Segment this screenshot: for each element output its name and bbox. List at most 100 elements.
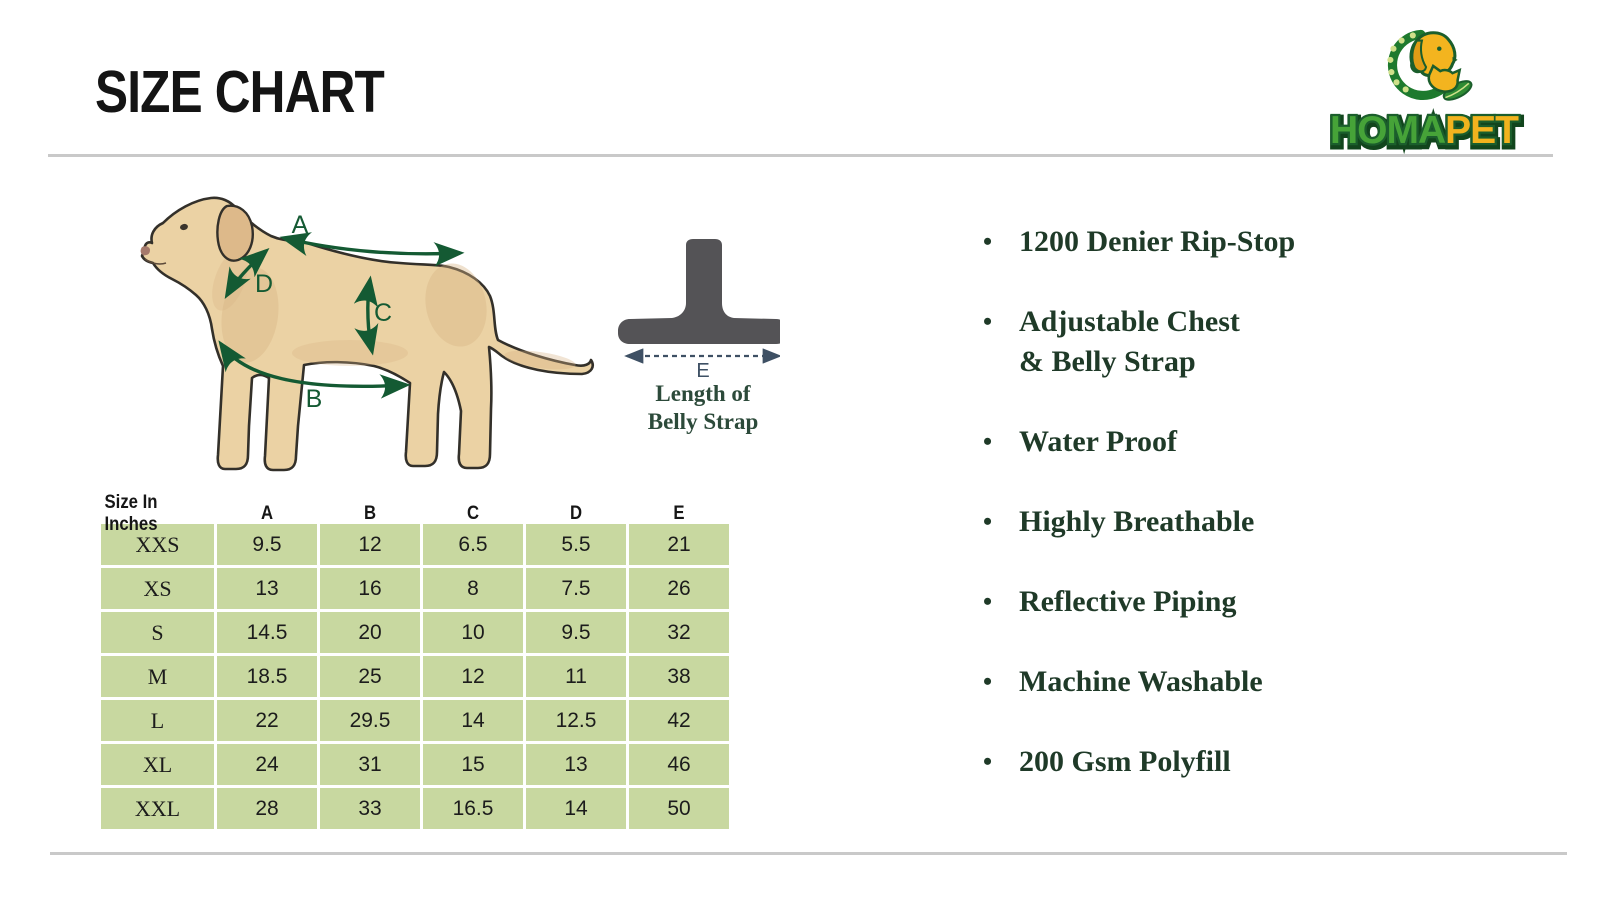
column-header-c: C (466, 503, 480, 524)
size-cell: XXS (101, 524, 214, 565)
strap-caption-line2: Belly Strap (648, 409, 759, 434)
page-title: SIZE CHART (95, 59, 385, 125)
value-cell: 9.5 (526, 612, 626, 653)
column-header-size: Size In Inches (104, 492, 158, 535)
size-cell: XS (101, 568, 214, 609)
feature-text: Water Proof (1019, 425, 1178, 458)
measure-label-c: C (374, 299, 392, 327)
value-cell: 15 (423, 744, 523, 785)
column-header-a: A (260, 503, 274, 524)
value-cell: 26 (629, 568, 729, 609)
value-cell: 14 (423, 700, 523, 741)
value-cell: 12 (423, 656, 523, 697)
value-cell: 5.5 (526, 524, 626, 565)
measure-label-d: D (255, 270, 273, 298)
value-cell: 25 (320, 656, 420, 697)
feature-item: • Machine Washable (983, 662, 1295, 702)
strap-caption-line1: Length of (655, 381, 751, 406)
measure-label-b: B (306, 385, 323, 413)
homapet-logo: HOMAPET HOMAPET (1318, 26, 1530, 154)
bullet-icon: • (983, 507, 993, 536)
value-cell: 8 (423, 568, 523, 609)
cat-head-shape (1427, 64, 1462, 93)
table-row: M 18.5 25 12 11 38 (101, 656, 742, 697)
wordmark-homa: HOMA (1330, 109, 1446, 152)
belly-strap-icon (618, 239, 780, 344)
feature-text: Machine Washable (1019, 665, 1263, 698)
bullet-icon: • (983, 667, 993, 696)
feature-item: • Highly Breathable (983, 502, 1295, 542)
value-cell: 9.5 (217, 524, 317, 565)
column-header-d: D (569, 503, 583, 524)
value-cell: 42 (629, 700, 729, 741)
value-cell: 46 (629, 744, 729, 785)
measure-label-a: A (292, 211, 309, 239)
size-cell: L (101, 700, 214, 741)
dog-nose (140, 246, 150, 256)
value-cell: 22 (217, 700, 317, 741)
bullet-icon: • (983, 587, 993, 616)
feature-text: Adjustable Chest (1019, 305, 1240, 338)
feature-text: & Belly Strap (1019, 345, 1196, 378)
bullet-icon: • (983, 747, 993, 776)
feature-text: 200 Gsm Polyfill (1019, 745, 1231, 778)
wordmark-pet: PET (1445, 109, 1519, 152)
value-cell: 11 (526, 656, 626, 697)
value-cell: 12 (320, 524, 420, 565)
feature-text: 1200 Denier Rip-Stop (1019, 225, 1296, 258)
value-cell: 13 (526, 744, 626, 785)
top-divider (48, 154, 1553, 157)
size-table-header: Size In Inches A B C D E (101, 492, 742, 535)
size-table: Size In Inches A B C D E XXS 9.5 12 6.5 … (101, 492, 742, 829)
table-row: XXL 28 33 16.5 14 50 (101, 788, 742, 829)
feature-item: • 1200 Denier Rip-Stop (983, 222, 1295, 262)
value-cell: 16.5 (423, 788, 523, 829)
value-cell: 38 (629, 656, 729, 697)
size-cell: S (101, 612, 214, 653)
bullet-icon: • (983, 307, 993, 336)
value-cell: 24 (217, 744, 317, 785)
size-cell: XXL (101, 788, 214, 829)
svg-text:HOMAPET: HOMAPET (1330, 109, 1519, 152)
measure-arrow-d (224, 247, 270, 299)
dog-eye (180, 223, 188, 231)
value-cell: 20 (320, 612, 420, 653)
measure-arrow-b (218, 340, 411, 399)
feature-item: • Adjustable Chest & Belly Strap (983, 302, 1295, 382)
value-cell: 10 (423, 612, 523, 653)
feature-list: • 1200 Denier Rip-Stop • Adjustable Ches… (983, 222, 1295, 822)
table-row: XS 13 16 8 7.5 26 (101, 568, 742, 609)
value-cell: 7.5 (526, 568, 626, 609)
measurement-diagram: A D C B E Length of Belly Strap (140, 196, 780, 472)
value-cell: 29.5 (320, 700, 420, 741)
value-cell: 33 (320, 788, 420, 829)
bullet-icon: • (983, 227, 993, 256)
value-cell: 18.5 (217, 656, 317, 697)
feature-text: Reflective Piping (1019, 585, 1237, 618)
measurement-arrows (218, 232, 465, 399)
size-cell: XL (101, 744, 214, 785)
dog-illustration (140, 196, 594, 472)
value-cell: 6.5 (423, 524, 523, 565)
measure-label-e: E (696, 360, 709, 382)
value-cell: 13 (217, 568, 317, 609)
table-row: XXS 9.5 12 6.5 5.5 21 (101, 524, 742, 565)
table-row: L 22 29.5 14 12.5 42 (101, 700, 742, 741)
value-cell: 21 (629, 524, 729, 565)
table-row: XL 24 31 15 13 46 (101, 744, 742, 785)
svg-text:HOMAPET: HOMAPET (1331, 112, 1520, 155)
bottom-divider (50, 852, 1567, 855)
size-cell: M (101, 656, 214, 697)
homapet-logo-icon (1387, 29, 1473, 101)
value-cell: 32 (629, 612, 729, 653)
table-row: S 14.5 20 10 9.5 32 (101, 612, 742, 653)
value-cell: 31 (320, 744, 420, 785)
homapet-wordmark: HOMAPET HOMAPET (1327, 107, 1525, 155)
value-cell: 16 (320, 568, 420, 609)
feature-item: • Water Proof (983, 422, 1295, 462)
measure-arrow-a (279, 232, 465, 267)
bullet-icon: • (983, 427, 993, 456)
column-header-b: B (363, 503, 377, 524)
value-cell: 12.5 (526, 700, 626, 741)
